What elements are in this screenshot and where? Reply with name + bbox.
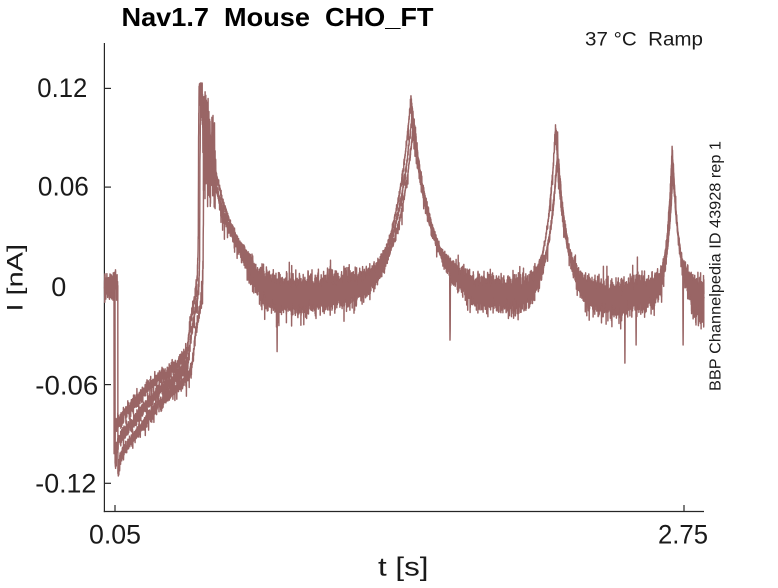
- svg-text:0.06: 0.06: [38, 171, 89, 201]
- svg-text:t [s]: t [s]: [378, 551, 429, 581]
- svg-text:0.05: 0.05: [89, 519, 141, 549]
- svg-text:BBP Channelpedia ID 43928 rep: BBP Channelpedia ID 43928 rep 1: [708, 141, 725, 391]
- svg-text:-0.06: -0.06: [35, 370, 98, 400]
- svg-text:37 °C Ramp: 37 °C Ramp: [585, 30, 703, 51]
- svg-text:0: 0: [51, 272, 66, 302]
- svg-text:I [nA]: I [nA]: [2, 244, 27, 312]
- svg-text:0.12: 0.12: [37, 73, 87, 103]
- svg-text:Nav1.7 Mouse CHO_FT: Nav1.7 Mouse CHO_FT: [122, 4, 434, 32]
- svg-text:2.75: 2.75: [658, 519, 708, 549]
- svg-text:-0.12: -0.12: [35, 469, 96, 499]
